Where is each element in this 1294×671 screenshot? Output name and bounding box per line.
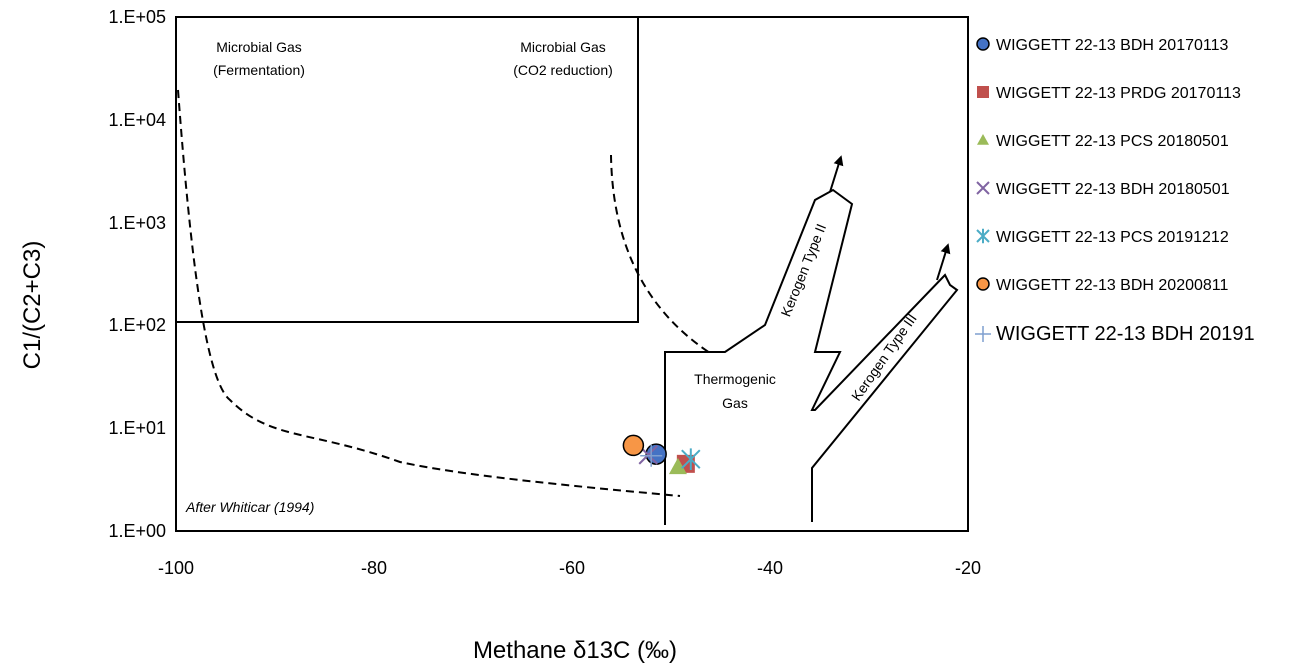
kerogen-ii-arrow <box>829 155 844 193</box>
data-point-3 <box>668 457 687 475</box>
y-tick-0: 1.E+00 <box>108 521 166 541</box>
fermentation-curve <box>177 89 681 497</box>
y-tick-3: 1.E+03 <box>108 213 166 233</box>
legend-marker-3 <box>977 134 989 145</box>
label-thermogenic-1: Thermogenic <box>694 371 776 387</box>
x-tick-3: -40 <box>757 558 783 578</box>
x-tick-1: -80 <box>361 558 387 578</box>
legend-label-3: WIGGETT 22-13 PCS 20180501 <box>996 133 1229 150</box>
label-fermentation-1: Microbial Gas <box>216 39 302 55</box>
label-co2-1: Microbial Gas <box>520 39 606 55</box>
x-tick-0: -100 <box>158 558 194 578</box>
whiticar-annotation: After Whiticar (1994) <box>185 499 314 515</box>
label-kerogen-iii: Kerogen Type III <box>848 311 920 404</box>
microbial-fermentation-box <box>176 17 639 323</box>
data-point-5 <box>681 448 701 470</box>
legend-marker-4 <box>976 181 990 195</box>
region-labels: Microbial Gas (Fermentation) Microbial G… <box>185 39 920 515</box>
legend: WIGGETT 22-13 BDH 20170113 WIGGETT 22-13… <box>975 37 1255 345</box>
legend-marker-6 <box>976 277 990 291</box>
y-tick-1: 1.E+01 <box>108 418 166 438</box>
legend-label-7: WIGGETT 22-13 BDH 20191 <box>996 323 1255 345</box>
legend-label-4: WIGGETT 22-13 BDH 20180501 <box>996 181 1230 198</box>
legend-label-6: WIGGETT 22-13 BDH 20200811 <box>996 277 1229 294</box>
legend-label-2: WIGGETT 22-13 PRDG 20170113 <box>996 85 1241 102</box>
x-axis-title: Methane δ13C (‰) <box>473 637 677 664</box>
x-tick-4: -20 <box>955 558 981 578</box>
legend-marker-2 <box>977 86 989 98</box>
legend-markers <box>975 37 991 342</box>
x-tick-labels: -100 -80 -60 -40 -20 <box>158 558 981 578</box>
y-tick-2: 1.E+02 <box>108 315 166 335</box>
label-co2-2: (CO2 reduction) <box>513 62 613 78</box>
y-tick-labels: 1.E+00 1.E+01 1.E+02 1.E+03 1.E+04 1.E+0… <box>108 7 166 541</box>
x-tick-2: -60 <box>559 558 585 578</box>
legend-label-1: WIGGETT 22-13 BDH 20170113 <box>996 37 1229 54</box>
y-tick-5: 1.E+05 <box>108 7 166 27</box>
label-kerogen-ii: Kerogen Type II <box>777 221 829 318</box>
data-points <box>622 434 701 475</box>
data-point-7 <box>640 444 663 467</box>
y-tick-4: 1.E+04 <box>108 110 166 130</box>
plot-area <box>175 16 969 532</box>
label-fermentation-2: (Fermentation) <box>213 62 305 78</box>
kerogen-iii-arrow <box>936 243 951 281</box>
co2-reduction-curve <box>610 154 711 354</box>
label-thermogenic-2: Gas <box>722 395 748 411</box>
interpretive-overlay <box>176 17 959 525</box>
thermogenic-boundary <box>664 188 959 525</box>
data-point-6 <box>622 434 645 457</box>
legend-label-5: WIGGETT 22-13 PCS 20191212 <box>996 229 1229 246</box>
y-axis-title: C1/(C2+C3) <box>19 241 46 370</box>
legend-marker-1 <box>976 37 990 51</box>
legend-marker-7 <box>975 326 991 342</box>
legend-marker-5 <box>976 228 990 244</box>
